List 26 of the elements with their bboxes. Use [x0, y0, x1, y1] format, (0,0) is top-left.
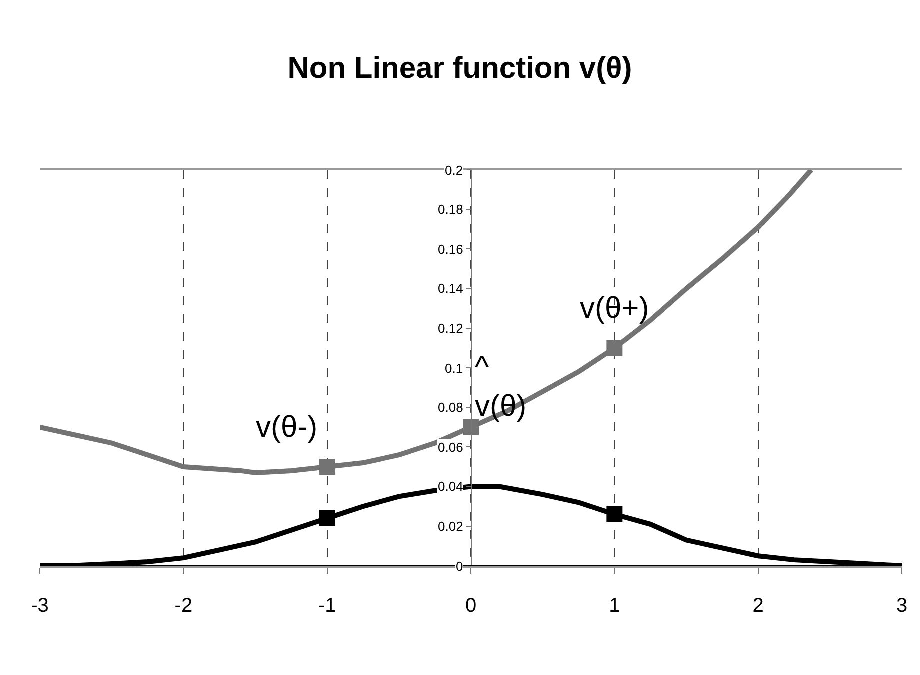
- y-tick-label: 0.18: [438, 202, 464, 217]
- annotation: v(θ+): [580, 292, 650, 325]
- y-tick-label: 0.02: [438, 519, 464, 534]
- x-tick-label: -3: [31, 595, 49, 617]
- x-tick-label: 3: [896, 595, 908, 617]
- y-tick-label: 0.14: [438, 281, 464, 296]
- y-tick-label: 0.04: [438, 479, 464, 494]
- y-tick-label: 0: [456, 559, 464, 574]
- annotation: v(θ-): [256, 411, 318, 444]
- y-tick-label: 0.1: [445, 361, 464, 376]
- point: [606, 340, 623, 356]
- x-tick-label: 1: [609, 595, 620, 617]
- x-tick-label: -1: [318, 595, 336, 617]
- y-tick-label: 0.12: [438, 321, 464, 336]
- y-tick-label: 0.2: [445, 163, 464, 178]
- y-tick-label: 0.16: [438, 242, 464, 257]
- annotation: ^ v(θ): [475, 351, 527, 423]
- chart-title: Non Linear function v(θ): [288, 52, 632, 85]
- x-tick-label: -2: [174, 595, 193, 617]
- point: [606, 506, 623, 523]
- point: [319, 510, 336, 526]
- y-tick-label: 0.08: [438, 400, 464, 415]
- x-tick-label: 2: [752, 595, 764, 617]
- x-tick-label: 0: [465, 595, 477, 617]
- point: [319, 459, 336, 475]
- y-tick-label: 0.06: [438, 440, 464, 455]
